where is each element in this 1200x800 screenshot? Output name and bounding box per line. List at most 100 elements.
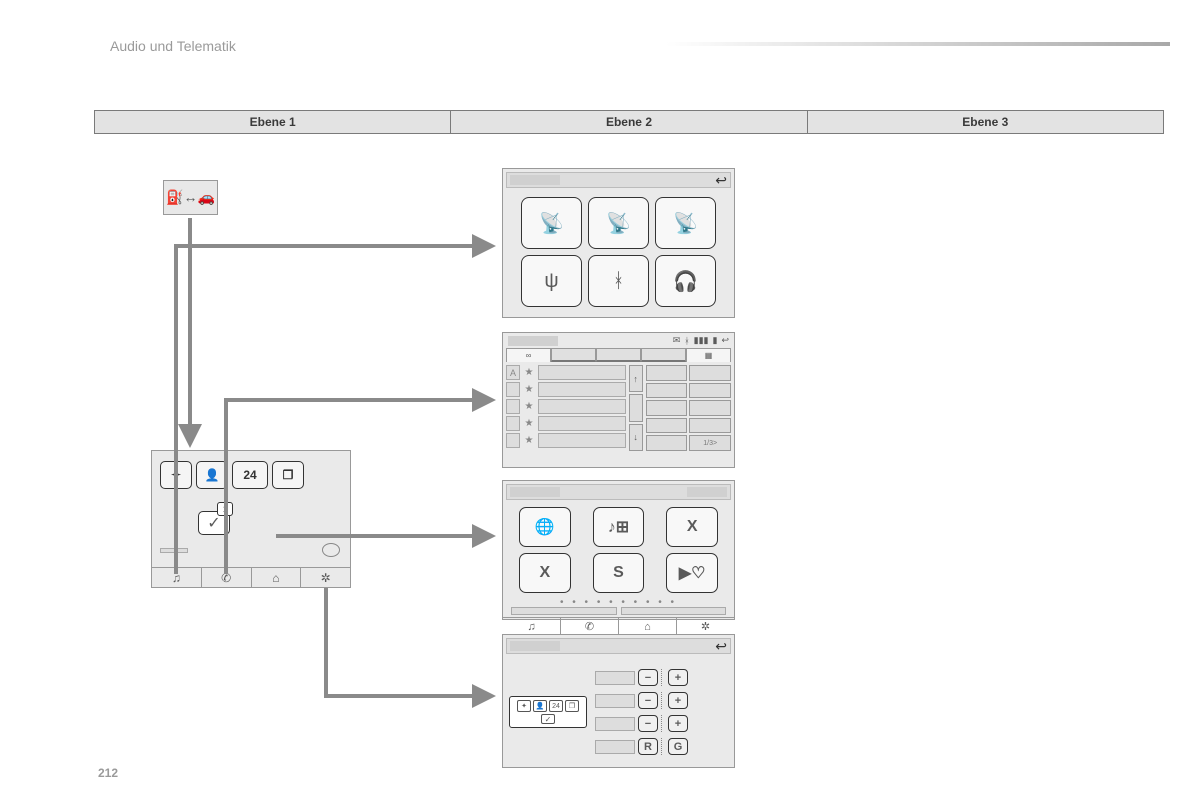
bottom-slot	[621, 607, 727, 615]
keypad-cell[interactable]	[689, 365, 731, 381]
r-button[interactable]: R	[638, 738, 658, 755]
index-letter	[506, 399, 520, 414]
contact-row[interactable]	[538, 382, 626, 397]
index-letter	[506, 433, 520, 448]
source-antenna-1[interactable]: 📡	[521, 197, 582, 249]
sources-title-slot	[510, 175, 560, 185]
level-header-row: Ebene 1 Ebene 2 Ebene 3	[94, 110, 1164, 134]
slider-label	[595, 740, 635, 754]
star-icon: ★	[522, 433, 536, 448]
header-ebene-1: Ebene 1	[94, 110, 451, 134]
contacts-title-slot	[508, 336, 558, 346]
header-ebene-2: Ebene 2	[451, 110, 807, 134]
check-icon: ✓	[207, 513, 220, 533]
mail-icon: ✉	[673, 335, 681, 346]
page-dots: • • • • • • • • • •	[503, 597, 734, 607]
slider-label	[595, 717, 635, 731]
source-usb[interactable]: ψ	[521, 255, 582, 307]
keypad-cell[interactable]	[646, 365, 688, 381]
apps-topbar	[506, 484, 731, 500]
scroll-up[interactable]: ↑	[629, 365, 643, 392]
app-route[interactable]: S	[593, 553, 645, 593]
apps-title-slot-2	[687, 487, 727, 497]
g-button[interactable]: G	[668, 738, 688, 755]
tab-phone[interactable]: ✆	[202, 568, 252, 587]
plus-button[interactable]: +	[668, 715, 688, 732]
keypad-cell[interactable]	[646, 418, 688, 434]
signal-icon: ▮▮▮	[694, 335, 709, 346]
minus-button[interactable]: −	[638, 715, 658, 732]
back-icon[interactable]: ↩	[721, 335, 729, 346]
keypad-cell[interactable]	[689, 383, 731, 399]
adjust-sliders: − + − + − + R G	[595, 663, 728, 761]
contact-row[interactable]	[538, 399, 626, 414]
plus-button[interactable]: +	[668, 669, 688, 686]
source-antenna-2[interactable]: 📡	[588, 197, 649, 249]
contacts-list: A★ ★ ★ ★ ★	[506, 365, 626, 451]
contact-row[interactable]	[538, 433, 626, 448]
index-letter: A	[506, 365, 520, 380]
keypad-cell[interactable]	[646, 400, 688, 416]
apps-screen: 🌐 ♪⊞ X X S ▶♡ • • • • • • • • • • ♫ ✆ ⌂ …	[502, 480, 735, 620]
check-badge[interactable]: ✓	[198, 511, 230, 535]
connect-device-glyph: ⛽↔🚗	[166, 189, 215, 206]
keypad-cell[interactable]	[646, 435, 688, 451]
settings-screen: ↩ ✦ 👤 24 ❐ ✓ − + −	[502, 634, 735, 768]
source-antenna-3[interactable]: 📡	[655, 197, 716, 249]
tab-home[interactable]: ⌂	[619, 618, 677, 635]
sources-topbar: ↩	[506, 172, 731, 188]
contacts-tab-2[interactable]	[551, 348, 596, 362]
header-gradient	[610, 42, 1170, 46]
app-close-1[interactable]: X	[666, 507, 718, 547]
apps-title-slot	[510, 487, 560, 497]
star-icon: ★	[522, 382, 536, 397]
tab-phone[interactable]: ✆	[561, 618, 619, 635]
contacts-tab-grid[interactable]: ▦	[686, 348, 731, 362]
prev-nav-icon: ✦	[517, 700, 531, 712]
divider-slot	[160, 548, 188, 553]
bt-status-icon: ᚼ	[684, 336, 689, 346]
cards-button[interactable]: ❐	[272, 461, 304, 489]
keypad-cell[interactable]	[646, 383, 688, 399]
app-close-2[interactable]: X	[519, 553, 571, 593]
star-icon: ★	[522, 399, 536, 414]
profile-button[interactable]: 👤	[196, 461, 228, 489]
tab-music[interactable]: ♫	[152, 568, 202, 587]
battery-icon: ▮	[713, 335, 718, 346]
app-play-fav[interactable]: ▶♡	[666, 553, 718, 593]
plus-button[interactable]: +	[668, 692, 688, 709]
bottom-slot	[511, 607, 617, 615]
source-bluetooth[interactable]: ᚼ	[588, 255, 649, 307]
minus-button[interactable]: −	[638, 669, 658, 686]
tab-music[interactable]: ♫	[503, 618, 561, 635]
app-web[interactable]: 🌐	[519, 507, 571, 547]
connect-device-icon[interactable]: ⛽↔🚗	[163, 180, 218, 215]
slider-label	[595, 671, 635, 685]
contacts-tab-3[interactable]	[596, 348, 641, 362]
tab-settings[interactable]: ✲	[677, 618, 734, 635]
page-indicator[interactable]: 1/3>	[689, 435, 731, 451]
scroll-down[interactable]: ↓	[629, 424, 643, 451]
nav-map-button[interactable]: ✦	[160, 461, 192, 489]
source-aux[interactable]: 🎧	[655, 255, 716, 307]
keypad-cell[interactable]	[689, 400, 731, 416]
tab-home[interactable]: ⌂	[252, 568, 302, 587]
contacts-tab-1[interactable]: ∞	[506, 348, 551, 362]
sources-screen: ↩ 📡 📡 📡 ψ ᚼ 🎧	[502, 168, 735, 318]
prev-24-icon: 24	[549, 700, 563, 712]
app-music-lib[interactable]: ♪⊞	[593, 507, 645, 547]
prev-cards-icon: ❐	[565, 700, 579, 712]
num24-button[interactable]: 24	[232, 461, 268, 489]
tab-settings[interactable]: ✲	[301, 568, 350, 587]
back-icon[interactable]: ↩	[715, 172, 727, 189]
contacts-screen: ✉ ᚼ ▮▮▮ ▮ ↩ ∞ ▦ A★ ★ ★ ★ ★ ↑ ↓ 1/3>	[502, 332, 735, 468]
back-icon[interactable]: ↩	[715, 638, 727, 655]
contacts-tab-4[interactable]	[641, 348, 686, 362]
contact-row[interactable]	[538, 365, 626, 380]
keypad-cell[interactable]	[689, 418, 731, 434]
minus-button[interactable]: −	[638, 692, 658, 709]
star-icon: ★	[522, 416, 536, 431]
contact-row[interactable]	[538, 416, 626, 431]
header-ebene-3: Ebene 3	[808, 110, 1164, 134]
page-number: 212	[98, 766, 118, 780]
